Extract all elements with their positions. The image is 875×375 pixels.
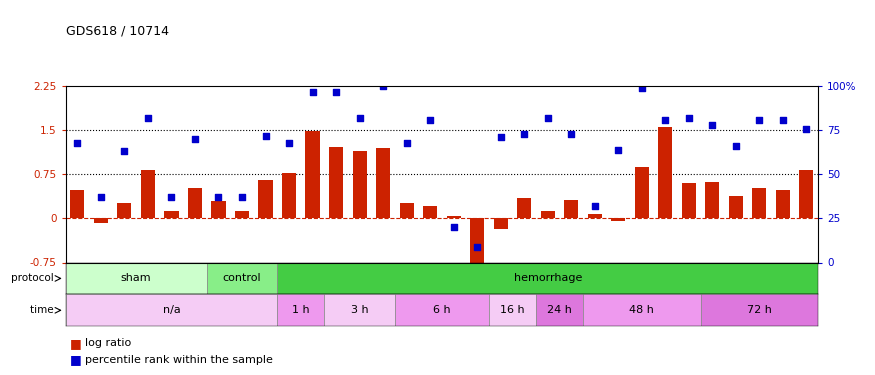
Point [446,224,460,230]
Text: hemorrhage: hemorrhage [514,273,582,284]
Text: protocol: protocol [10,273,57,284]
Point [470,244,484,250]
Text: ■: ■ [70,354,81,366]
Point [658,117,672,123]
Bar [277,262,818,294]
Bar [282,172,296,218]
Bar [470,218,484,264]
Point [94,194,108,200]
Text: 16 h: 16 h [500,305,525,315]
Bar [70,190,85,218]
Point [400,140,414,146]
Bar [305,132,319,218]
Point [376,83,390,89]
Bar [776,190,790,218]
Bar [353,151,367,218]
Point [305,88,319,94]
Text: percentile rank within the sample: percentile rank within the sample [85,355,273,365]
Point [235,194,249,200]
Text: 6 h: 6 h [433,305,451,315]
Bar [188,188,202,218]
Point [682,115,696,121]
Bar [564,200,578,218]
Text: 72 h: 72 h [747,305,772,315]
Bar [325,294,395,326]
Point [329,88,343,94]
Point [70,140,84,146]
Text: n/a: n/a [163,305,180,315]
Bar [212,201,226,218]
Bar [517,198,531,218]
Point [634,85,648,91]
Bar [752,188,766,218]
Point [800,126,814,132]
Point [424,117,438,123]
Point [517,131,531,137]
Bar [94,218,108,222]
Point [776,117,790,123]
Bar [400,202,414,218]
Point [188,136,202,142]
Bar [164,211,178,218]
Bar [376,148,390,218]
Point [258,133,272,139]
Bar [424,206,438,218]
Bar [395,294,489,326]
Bar [536,294,583,326]
Bar [66,294,277,326]
Point [564,131,578,137]
Bar [206,262,277,294]
Point [541,115,555,121]
Text: sham: sham [121,273,151,284]
Bar [541,211,555,218]
Text: 48 h: 48 h [629,305,654,315]
Bar [489,294,536,326]
Bar [277,294,325,326]
Point [752,117,766,123]
Bar [658,128,672,218]
Text: log ratio: log ratio [85,338,131,348]
Bar [701,294,818,326]
Point [588,203,602,209]
Bar [588,214,602,218]
Bar [446,216,461,218]
Text: 1 h: 1 h [292,305,310,315]
Point [117,148,131,154]
Point [612,147,626,153]
Point [141,115,155,121]
Text: control: control [222,273,262,284]
Bar [258,180,273,218]
Point [729,143,743,149]
Bar [705,182,719,218]
Bar [800,170,814,218]
Text: 24 h: 24 h [547,305,572,315]
Bar [634,167,649,218]
Text: GDS618 / 10714: GDS618 / 10714 [66,24,169,38]
Text: 3 h: 3 h [351,305,368,315]
Bar [729,196,743,218]
Bar [329,147,343,218]
Bar [66,262,206,294]
Bar [493,218,507,229]
Bar [611,218,626,221]
Bar [682,183,696,218]
Point [353,115,367,121]
Text: time: time [30,305,57,315]
Text: ■: ■ [70,337,81,350]
Point [493,134,507,140]
Point [282,140,296,146]
Bar [117,202,131,218]
Point [164,194,178,200]
Point [212,194,226,200]
Bar [583,294,701,326]
Point [705,122,719,128]
Bar [234,211,249,218]
Bar [141,170,155,218]
